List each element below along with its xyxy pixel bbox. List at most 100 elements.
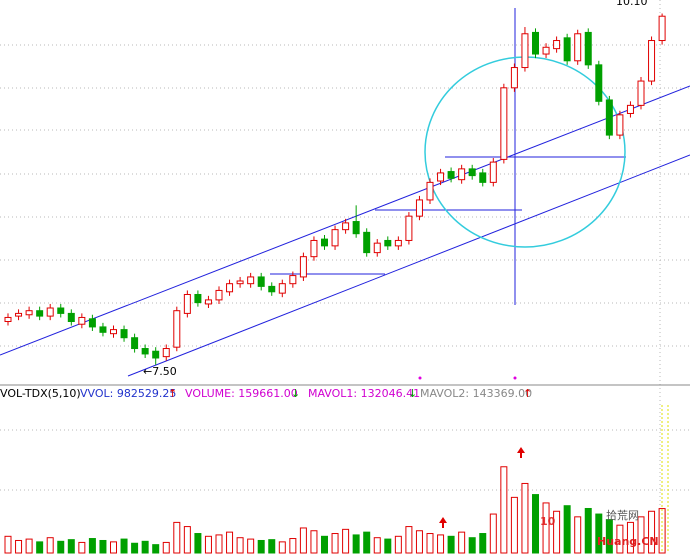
volume-bar xyxy=(15,539,23,554)
volume-bar xyxy=(648,510,656,554)
high-label: 10.10 xyxy=(616,0,648,8)
candle-body xyxy=(110,329,117,335)
volume-arrow xyxy=(517,447,525,458)
watermark-url: Huang.CN xyxy=(597,535,659,548)
candle-body xyxy=(553,40,561,50)
channel-lower xyxy=(127,154,690,377)
volume-bar xyxy=(489,513,497,554)
candle-body xyxy=(605,99,613,136)
volume-bar xyxy=(521,482,529,554)
indicator-volume: VOLUME: 159661.00 xyxy=(185,387,298,400)
candle-body xyxy=(458,168,466,181)
candle-body xyxy=(437,172,445,182)
volume-bar xyxy=(226,531,234,554)
candle-body xyxy=(363,231,371,254)
volume-bar xyxy=(363,531,371,554)
volume-bar xyxy=(152,544,160,554)
candle-body xyxy=(426,181,434,201)
candle-body xyxy=(226,283,234,293)
candle-body xyxy=(373,242,381,254)
volume-bar xyxy=(352,534,360,554)
volume-bar xyxy=(310,530,318,554)
volume-bars xyxy=(4,466,666,554)
candle-body xyxy=(626,104,634,114)
signal-dot xyxy=(513,376,517,380)
candle-body xyxy=(521,33,529,69)
volume-bar xyxy=(36,541,44,554)
candle-body xyxy=(25,310,33,316)
signal-dot xyxy=(418,376,422,380)
candle-body xyxy=(542,46,550,55)
volume-bar xyxy=(236,537,244,554)
volume-bar xyxy=(405,526,413,554)
indicator-vvol: VVOL: 982529.25 xyxy=(80,387,176,400)
volume-bar xyxy=(289,538,297,554)
indicator-mavol2: MAVOL2: 143369.00 xyxy=(420,387,532,400)
candle-body xyxy=(88,318,96,328)
candle-body xyxy=(500,87,508,160)
watermark-logo: 10 xyxy=(540,515,556,528)
candle-body xyxy=(67,312,75,323)
candle-body xyxy=(532,31,539,55)
volume-bar xyxy=(57,540,65,554)
volume-bar xyxy=(595,513,603,554)
candle-body xyxy=(204,299,212,305)
volume-bar xyxy=(553,510,561,554)
candle-body xyxy=(563,37,571,62)
volume-bar xyxy=(268,539,276,554)
volume-bar xyxy=(394,535,402,554)
volume-bar xyxy=(437,534,445,554)
volume-bar xyxy=(373,537,381,554)
candle-body xyxy=(4,316,12,323)
indicator-name: VOL-TDX(5,10) xyxy=(0,387,81,400)
indicator-arrow: ↑ xyxy=(168,387,177,400)
candle-body xyxy=(215,289,223,301)
candle-body xyxy=(141,348,149,355)
volume-bar xyxy=(299,527,307,554)
candle-body xyxy=(331,229,339,247)
candle-body xyxy=(36,310,44,317)
volume-bar xyxy=(331,533,339,554)
candle-body xyxy=(131,337,139,350)
candle-body xyxy=(616,114,624,136)
volume-bar xyxy=(605,519,613,554)
volume-bar xyxy=(426,533,434,554)
candle-body xyxy=(648,40,656,82)
volume-bar xyxy=(131,542,139,554)
candle-body xyxy=(173,310,181,348)
volume-bar xyxy=(458,531,466,554)
volume-arrow xyxy=(439,517,447,528)
candle-body xyxy=(257,276,265,287)
candle-body xyxy=(15,312,23,317)
candle-body xyxy=(468,168,476,177)
volume-bar xyxy=(99,539,107,554)
volume-bar xyxy=(278,541,286,554)
candle-body xyxy=(637,80,645,106)
candle-body xyxy=(384,239,392,247)
volume-bar xyxy=(384,538,392,554)
volume-bar xyxy=(532,494,539,554)
candle-body xyxy=(78,316,86,325)
candle-body xyxy=(510,67,518,89)
volume-bar xyxy=(141,540,149,554)
volume-bar xyxy=(110,541,117,554)
volume-bar xyxy=(67,539,75,554)
volume-bar xyxy=(183,526,191,554)
volume-bar xyxy=(4,535,12,554)
candle-body xyxy=(46,307,54,317)
candle-body xyxy=(278,283,286,294)
volume-bar xyxy=(563,505,571,554)
volume-bar xyxy=(637,516,645,554)
candle-body xyxy=(394,239,402,247)
volume-bar xyxy=(574,516,582,554)
volume-bar xyxy=(88,538,96,554)
candle-body xyxy=(405,215,413,241)
candle-body xyxy=(658,15,666,42)
volume-bar xyxy=(616,524,624,554)
volume-bar xyxy=(479,533,487,554)
candle-body xyxy=(183,293,191,314)
candle-body xyxy=(595,64,603,102)
watermark-site: 拾荒网 xyxy=(606,508,639,522)
